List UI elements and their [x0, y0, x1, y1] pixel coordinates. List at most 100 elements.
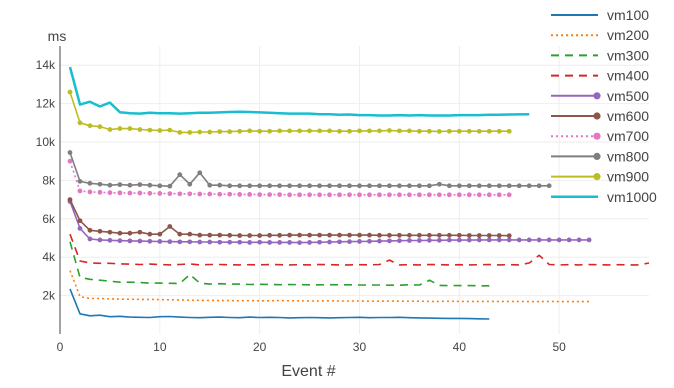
data-point-vm600	[267, 232, 273, 238]
data-point-vm900	[207, 129, 213, 135]
legend-item-vm700[interactable]: vm700	[551, 128, 649, 144]
legend-marker-vm900	[593, 173, 601, 181]
legend-item-vm800[interactable]: vm800	[551, 148, 649, 164]
data-point-vm700	[157, 191, 163, 196]
legend-item-vm100[interactable]: vm100	[551, 7, 649, 23]
data-point-vm500	[357, 239, 362, 244]
data-point-vm500	[506, 237, 512, 243]
data-point-vm600	[197, 232, 203, 238]
data-point-vm500	[407, 238, 412, 243]
data-point-vm600	[157, 231, 163, 237]
data-point-vm800	[227, 183, 233, 189]
data-point-vm800	[117, 182, 123, 188]
data-point-vm800	[97, 181, 103, 187]
data-point-vm600	[476, 233, 482, 238]
data-point-vm500	[526, 237, 532, 243]
data-point-vm700	[416, 192, 422, 198]
data-point-vm700	[77, 188, 83, 194]
data-point-vm700	[237, 192, 243, 197]
data-point-vm800	[217, 182, 223, 188]
legend-item-vm400[interactable]: vm400	[551, 68, 649, 84]
data-point-vm700	[317, 192, 322, 198]
data-point-vm500	[187, 239, 193, 245]
data-point-vm900	[347, 128, 352, 134]
legend-marker-vm600	[593, 112, 601, 120]
y-tick-label: 14k	[36, 58, 56, 72]
data-point-vm600	[397, 232, 402, 238]
x-tick-label: 40	[453, 340, 467, 354]
data-point-vm600	[207, 232, 213, 238]
data-point-vm500	[277, 240, 283, 245]
data-point-vm900	[327, 128, 332, 134]
legend-label-vm1000: vm1000	[607, 189, 657, 205]
data-point-vm800	[357, 183, 362, 189]
data-point-vm700	[277, 192, 283, 198]
data-point-vm600	[277, 232, 283, 238]
data-point-vm500	[297, 240, 302, 246]
y-tick-label: 10k	[36, 135, 56, 149]
data-point-vm700	[397, 192, 402, 198]
data-point-vm700	[436, 192, 442, 198]
legend-item-vm300[interactable]: vm300	[551, 47, 649, 63]
data-point-vm600	[227, 232, 233, 238]
plot-area	[67, 66, 650, 320]
data-point-vm600	[167, 224, 173, 229]
legend[interactable]: vm100 vm200 vm300 vm400 vm500 vm600 vm700 vm800…	[551, 7, 657, 205]
data-point-vm800	[416, 183, 422, 189]
data-point-vm800	[107, 182, 113, 188]
data-point-vm900	[466, 128, 472, 134]
data-point-vm700	[107, 190, 113, 196]
data-point-vm500	[157, 239, 163, 244]
data-point-vm900	[297, 128, 302, 134]
legend-item-vm600[interactable]: vm600	[551, 108, 649, 124]
data-point-vm500	[367, 238, 372, 244]
data-point-vm500	[516, 237, 522, 243]
data-point-vm900	[367, 128, 372, 134]
x-axis-label: Event #	[281, 363, 335, 380]
data-point-vm800	[367, 183, 372, 189]
data-point-vm900	[426, 128, 432, 134]
data-point-vm900	[257, 128, 263, 134]
data-point-vm700	[197, 191, 203, 197]
data-point-vm600	[357, 232, 362, 238]
data-point-vm900	[127, 126, 133, 131]
data-point-vm700	[147, 190, 153, 196]
data-point-vm800	[516, 183, 522, 189]
x-tick-label: 30	[353, 340, 367, 354]
data-point-vm600	[307, 232, 312, 238]
x-tick-label: 10	[153, 340, 167, 354]
series-vm400	[69, 233, 650, 266]
data-point-vm500	[167, 239, 173, 245]
data-point-vm900	[287, 128, 293, 134]
data-point-vm800	[237, 183, 243, 189]
data-point-vm600	[67, 197, 73, 203]
data-point-vm700	[117, 190, 123, 196]
data-point-vm900	[167, 127, 173, 133]
legend-item-vm900[interactable]: vm900	[551, 169, 649, 185]
data-point-vm800	[506, 183, 512, 189]
data-point-vm700	[506, 192, 512, 198]
data-point-vm900	[407, 128, 412, 134]
legend-item-vm1000[interactable]: vm1000	[551, 189, 657, 205]
legend-item-vm500[interactable]: vm500	[551, 88, 649, 104]
data-point-vm900	[416, 128, 422, 134]
data-point-vm500	[397, 238, 402, 244]
legend-label-vm600: vm600	[607, 108, 649, 124]
data-point-vm500	[337, 239, 342, 245]
data-point-vm500	[576, 237, 582, 243]
series-vm600	[67, 197, 512, 239]
data-point-vm900	[307, 128, 312, 134]
data-point-vm700	[307, 192, 312, 198]
data-point-vm600	[107, 229, 113, 235]
data-point-vm600	[247, 233, 253, 238]
data-point-vm700	[87, 189, 93, 195]
legend-item-vm200[interactable]: vm200	[551, 27, 649, 43]
series-vm700	[67, 158, 512, 198]
data-point-vm900	[486, 128, 492, 134]
data-point-vm600	[347, 232, 352, 238]
legend-label-vm200: vm200	[607, 27, 649, 43]
data-point-vm900	[67, 89, 73, 95]
data-point-vm500	[486, 237, 492, 243]
data-point-vm500	[536, 237, 542, 243]
legend-label-vm300: vm300	[607, 47, 649, 63]
